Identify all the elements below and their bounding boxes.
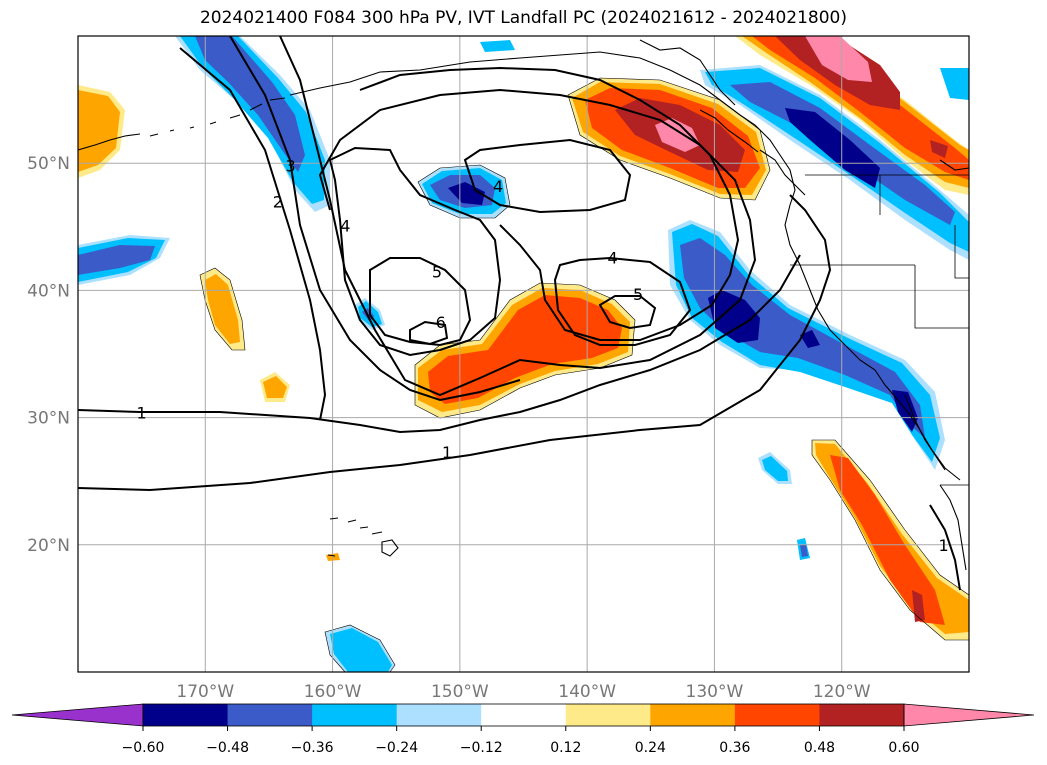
colorbar-labels: −0.60 −0.48 −0.36 −0.24 −0.12 0.12 0.24 0.36 0.4… bbox=[122, 726, 920, 756]
contour-label: 2 bbox=[273, 192, 283, 211]
contour-label: 4 bbox=[340, 217, 350, 236]
longitude-label: 130°W bbox=[686, 682, 744, 702]
latitude-labels: 50°N 40°N 30°N 20°N bbox=[27, 154, 70, 556]
colorbar-tick-label: −0.60 bbox=[122, 740, 165, 756]
latitude-label: 50°N bbox=[27, 154, 70, 174]
map-frame bbox=[77, 35, 970, 673]
colorbar-max-extension bbox=[903, 703, 1035, 727]
colorbar-segment bbox=[396, 704, 482, 726]
contour-label: 1 bbox=[137, 404, 147, 423]
latitude-label: 40°N bbox=[27, 281, 70, 301]
longitude-label: 150°W bbox=[431, 682, 489, 702]
contour-label: 1 bbox=[442, 443, 452, 462]
contour-label: 4 bbox=[608, 248, 618, 267]
colorbar bbox=[11, 703, 1035, 727]
political-borders bbox=[790, 174, 969, 486]
colorbar-segment bbox=[734, 704, 820, 726]
pv-contours bbox=[78, 36, 961, 591]
colorbar-min-extension bbox=[11, 703, 144, 727]
longitude-label: 160°W bbox=[304, 682, 362, 702]
colorbar-segment bbox=[312, 704, 398, 726]
colorbar-segment bbox=[481, 704, 567, 726]
colorbar-tick-label: 0.36 bbox=[719, 740, 750, 756]
longitude-labels: 170°W 160°W 150°W 140°W 130°W 120°W bbox=[176, 682, 870, 702]
latitude-label: 20°N bbox=[27, 536, 70, 556]
colorbar-segment bbox=[565, 704, 651, 726]
colorbar-tick-label: 0.12 bbox=[550, 740, 581, 756]
colorbar-segment bbox=[227, 704, 313, 726]
coastlines bbox=[78, 39, 969, 571]
contour-label: 1 bbox=[938, 536, 948, 555]
longitude-label: 120°W bbox=[813, 682, 871, 702]
pv-anomaly-shading bbox=[78, 36, 969, 672]
colorbar-tick-label: −0.24 bbox=[375, 740, 418, 756]
longitude-label: 170°W bbox=[176, 682, 234, 702]
colorbar-outline bbox=[142, 703, 905, 727]
colorbar-segment bbox=[819, 704, 905, 726]
colorbar-tick-label: −0.48 bbox=[206, 740, 249, 756]
contour-label: 5 bbox=[432, 262, 442, 281]
contour-label: 4 bbox=[493, 177, 503, 196]
latitude-label: 30°N bbox=[27, 409, 70, 429]
colorbar-segment bbox=[650, 704, 736, 726]
colorbar-tick-label: 0.60 bbox=[888, 740, 919, 756]
colorbar-tick-label: −0.36 bbox=[291, 740, 334, 756]
colorbar-tick-label: 0.48 bbox=[804, 740, 835, 756]
graticule bbox=[78, 36, 969, 672]
colorbar-tick-label: −0.12 bbox=[460, 740, 503, 756]
contour-label: 6 bbox=[436, 313, 446, 332]
contour-label: 5 bbox=[633, 285, 643, 304]
map-title: 2024021400 F084 300 hPa PV, IVT Landfall… bbox=[199, 8, 847, 28]
colorbar-segment bbox=[143, 704, 229, 726]
colorbar-tick-label: 0.24 bbox=[635, 740, 666, 756]
longitude-label: 140°W bbox=[558, 682, 616, 702]
contour-label: 3 bbox=[285, 157, 295, 176]
